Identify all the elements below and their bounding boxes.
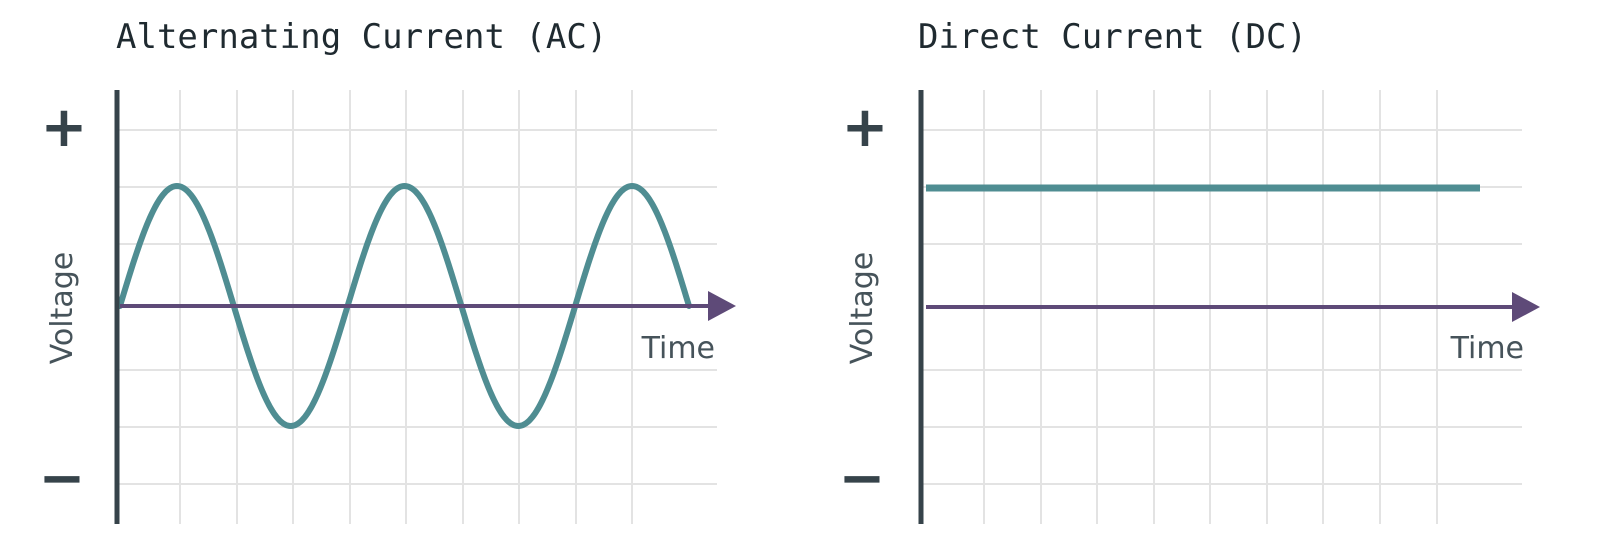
- ac-panel: Alternating Current (AC) + − Voltage Tim…: [39, 17, 736, 524]
- dc-time-arrowhead: [1512, 292, 1540, 322]
- ac-sine-wave: [117, 182, 692, 430]
- ac-minus-sign: −: [39, 446, 86, 511]
- dc-time-label: Time: [1450, 331, 1524, 366]
- dc-voltage-label: Voltage: [845, 252, 880, 365]
- dc-minus-sign: −: [839, 446, 886, 511]
- ac-voltage-label: Voltage: [45, 252, 80, 365]
- ac-plus-sign: +: [41, 95, 88, 160]
- ac-title: Alternating Current (AC): [116, 17, 607, 57]
- dc-panel: Direct Current (DC) + − Voltage Time: [839, 17, 1540, 524]
- ac-time-label: Time: [641, 331, 715, 366]
- ac-time-arrowhead: [708, 291, 736, 321]
- dc-title: Direct Current (DC): [918, 17, 1307, 57]
- dc-plus-sign: +: [842, 95, 889, 160]
